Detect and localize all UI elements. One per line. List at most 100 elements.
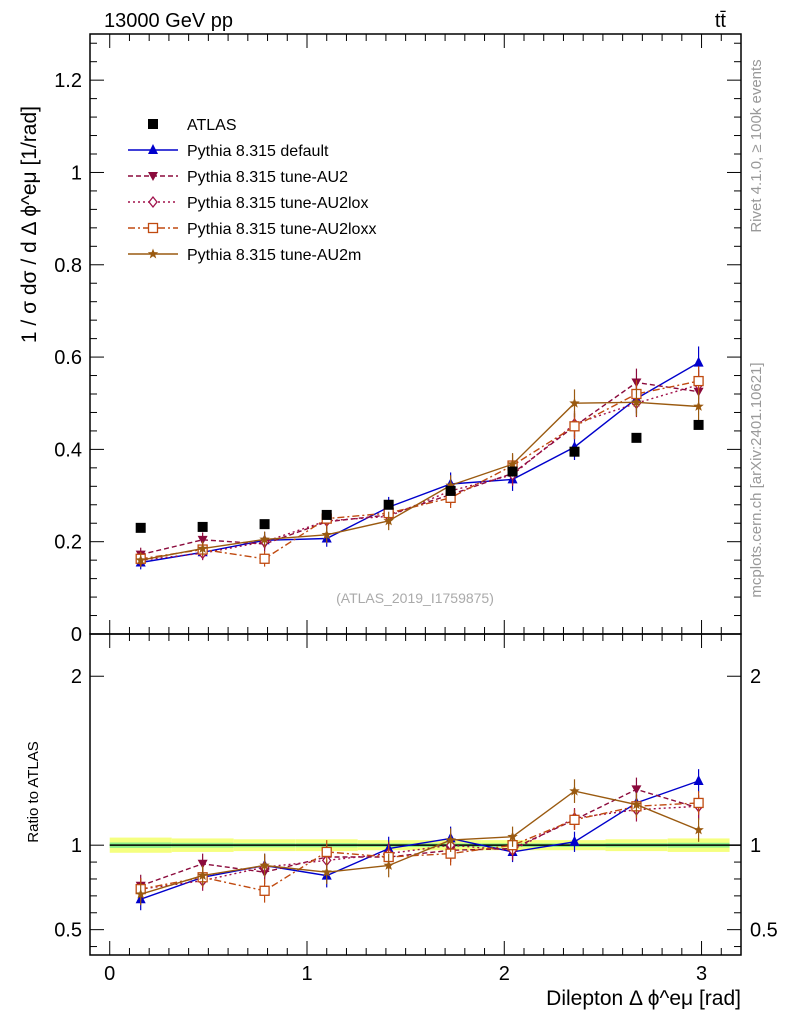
series-line-au2loxx <box>140 380 699 560</box>
main-y-tick-label: 0.2 <box>54 532 82 554</box>
header-energy-label: 13000 GeV pp <box>104 10 233 32</box>
data-point-atlas <box>507 466 518 477</box>
series-au2 <box>135 777 704 897</box>
main-y-tick-label: 0.4 <box>54 439 82 461</box>
data-point-default <box>693 774 704 785</box>
analysis-id-label: (ATLAS_2019_I1759875) <box>336 590 494 606</box>
ratio-y-tick-label: 1 <box>71 835 82 857</box>
data-point-au2loxx <box>259 885 270 896</box>
data-point-atlas <box>383 499 394 510</box>
data-point-au2m <box>321 866 332 877</box>
legend-label: ATLAS <box>187 117 237 134</box>
data-point-au2m <box>321 529 332 540</box>
legend-marker <box>148 144 158 154</box>
data-point-au2m <box>383 515 394 526</box>
data-point-atlas <box>259 519 270 530</box>
series-line-default <box>140 361 699 564</box>
data-point-au2 <box>631 785 642 795</box>
series-au2loxx <box>135 366 704 567</box>
series-au2 <box>135 368 704 562</box>
series-line-au2lox <box>140 805 699 890</box>
rivet-version-label: Rivet 4.1.0, ≥ 100k events <box>748 59 765 232</box>
data-point-au2loxx <box>693 375 704 387</box>
data-point-atlas <box>631 432 642 443</box>
ratio-panel: 0.5 0.5 1 1 2 2 0 1 2 3 <box>54 633 778 985</box>
legend-marker <box>148 172 158 181</box>
legend-label: Pythia 8.315 tune-AU2 <box>187 169 348 186</box>
x-tick-label: 2 <box>499 963 510 985</box>
data-point-atlas <box>321 509 332 520</box>
legend-label: Pythia 8.315 tune-AU2loxx <box>187 221 376 238</box>
header-process-label: tt̄ <box>715 10 727 32</box>
data-point-au2m <box>197 543 208 554</box>
data-point-au2m <box>259 533 270 544</box>
data-point-atlas <box>569 446 580 457</box>
series-default <box>135 346 704 570</box>
series-line-au2lox <box>140 384 699 561</box>
data-point-au2m <box>445 834 456 845</box>
x-axis-title: Dilepton Δ ϕ^eμ [rad] <box>546 987 741 1010</box>
legend-marker <box>148 119 158 129</box>
mcplots-label: mcplots.cern.ch [arXiv:2401.10621] <box>748 362 765 597</box>
series-au2m <box>135 779 704 906</box>
x-tick-label: 0 <box>104 963 115 985</box>
series-au2lox <box>135 370 704 568</box>
data-point-default <box>693 356 704 367</box>
ratio-y-tick-label-right: 1 <box>750 835 761 857</box>
ratio-y-axis-title: Ratio to ATLAS <box>25 741 42 842</box>
x-tick-label: 1 <box>301 963 312 985</box>
main-y-tick-label: 1.2 <box>54 70 82 92</box>
series-au2m <box>135 388 704 568</box>
data-point-au2m <box>631 799 642 810</box>
data-point-au2loxx <box>693 797 704 809</box>
main-y-tick-label: 0.6 <box>54 347 82 369</box>
series-line-au2m <box>140 401 699 561</box>
legend-entry-au2loxx: Pythia 8.315 tune-AU2loxx <box>128 221 376 238</box>
data-point-au2loxx <box>259 553 270 564</box>
legend-marker <box>148 195 158 209</box>
data-point-au2m <box>507 458 518 469</box>
series-line-au2 <box>140 788 699 887</box>
data-point-atlas <box>693 419 704 430</box>
main-y-tick-label: 0 <box>71 624 82 646</box>
legend-marker <box>147 248 159 259</box>
main-y-tick-label: 0.8 <box>54 255 82 277</box>
data-point-au2 <box>197 859 208 869</box>
series-line-au2 <box>140 381 699 556</box>
main-y-tick-label: 1 <box>71 162 82 184</box>
data-point-atlas <box>135 522 146 533</box>
data-point-au2m <box>569 397 580 408</box>
main-y-axis-title: 1 / σ dσ / d Δ ϕ^eμ [1/rad] <box>18 106 41 343</box>
data-point-au2m <box>693 824 704 835</box>
data-point-au2m <box>135 888 146 899</box>
legend-label: Pythia 8.315 tune-AU2lox <box>187 195 368 212</box>
legend-marker <box>147 222 159 234</box>
data-point-au2m <box>507 831 518 842</box>
data-point-atlas <box>445 485 456 496</box>
series-line-au2m <box>140 790 699 895</box>
series-line-default <box>140 780 699 900</box>
data-point-au2m <box>445 479 456 490</box>
data-point-au2loxx <box>321 846 332 858</box>
data-point-au2m <box>259 859 270 870</box>
series-line-au2loxx <box>140 802 699 892</box>
legend-entry-atlas: ATLAS <box>148 117 237 134</box>
data-point-au2 <box>197 535 208 545</box>
legend-entry-au2lox: Pythia 8.315 tune-AU2lox <box>128 195 368 212</box>
ratio-frame <box>89 633 742 956</box>
ratio-y-tick-label: 0.5 <box>54 920 82 942</box>
legend: ATLAS Pythia 8.315 default Pythia 8.315 tu… <box>128 117 376 264</box>
data-point-au2m <box>197 870 208 881</box>
data-point-au2m <box>631 396 642 407</box>
ratio-y-tick-label: 2 <box>71 666 82 688</box>
legend-entry-au2m: Pythia 8.315 tune-AU2m <box>128 247 361 264</box>
data-point-default <box>569 835 580 846</box>
data-point-au2loxx <box>569 421 580 432</box>
legend-label: Pythia 8.315 default <box>187 143 329 160</box>
data-point-au2m <box>693 400 704 411</box>
series-atlas <box>135 419 704 533</box>
data-point-atlas <box>197 521 208 532</box>
ratio-y-tick-label-right: 2 <box>750 666 761 688</box>
main-panel: 0 0.2 0.4 0.6 0.8 1 1.2 <box>54 33 742 646</box>
